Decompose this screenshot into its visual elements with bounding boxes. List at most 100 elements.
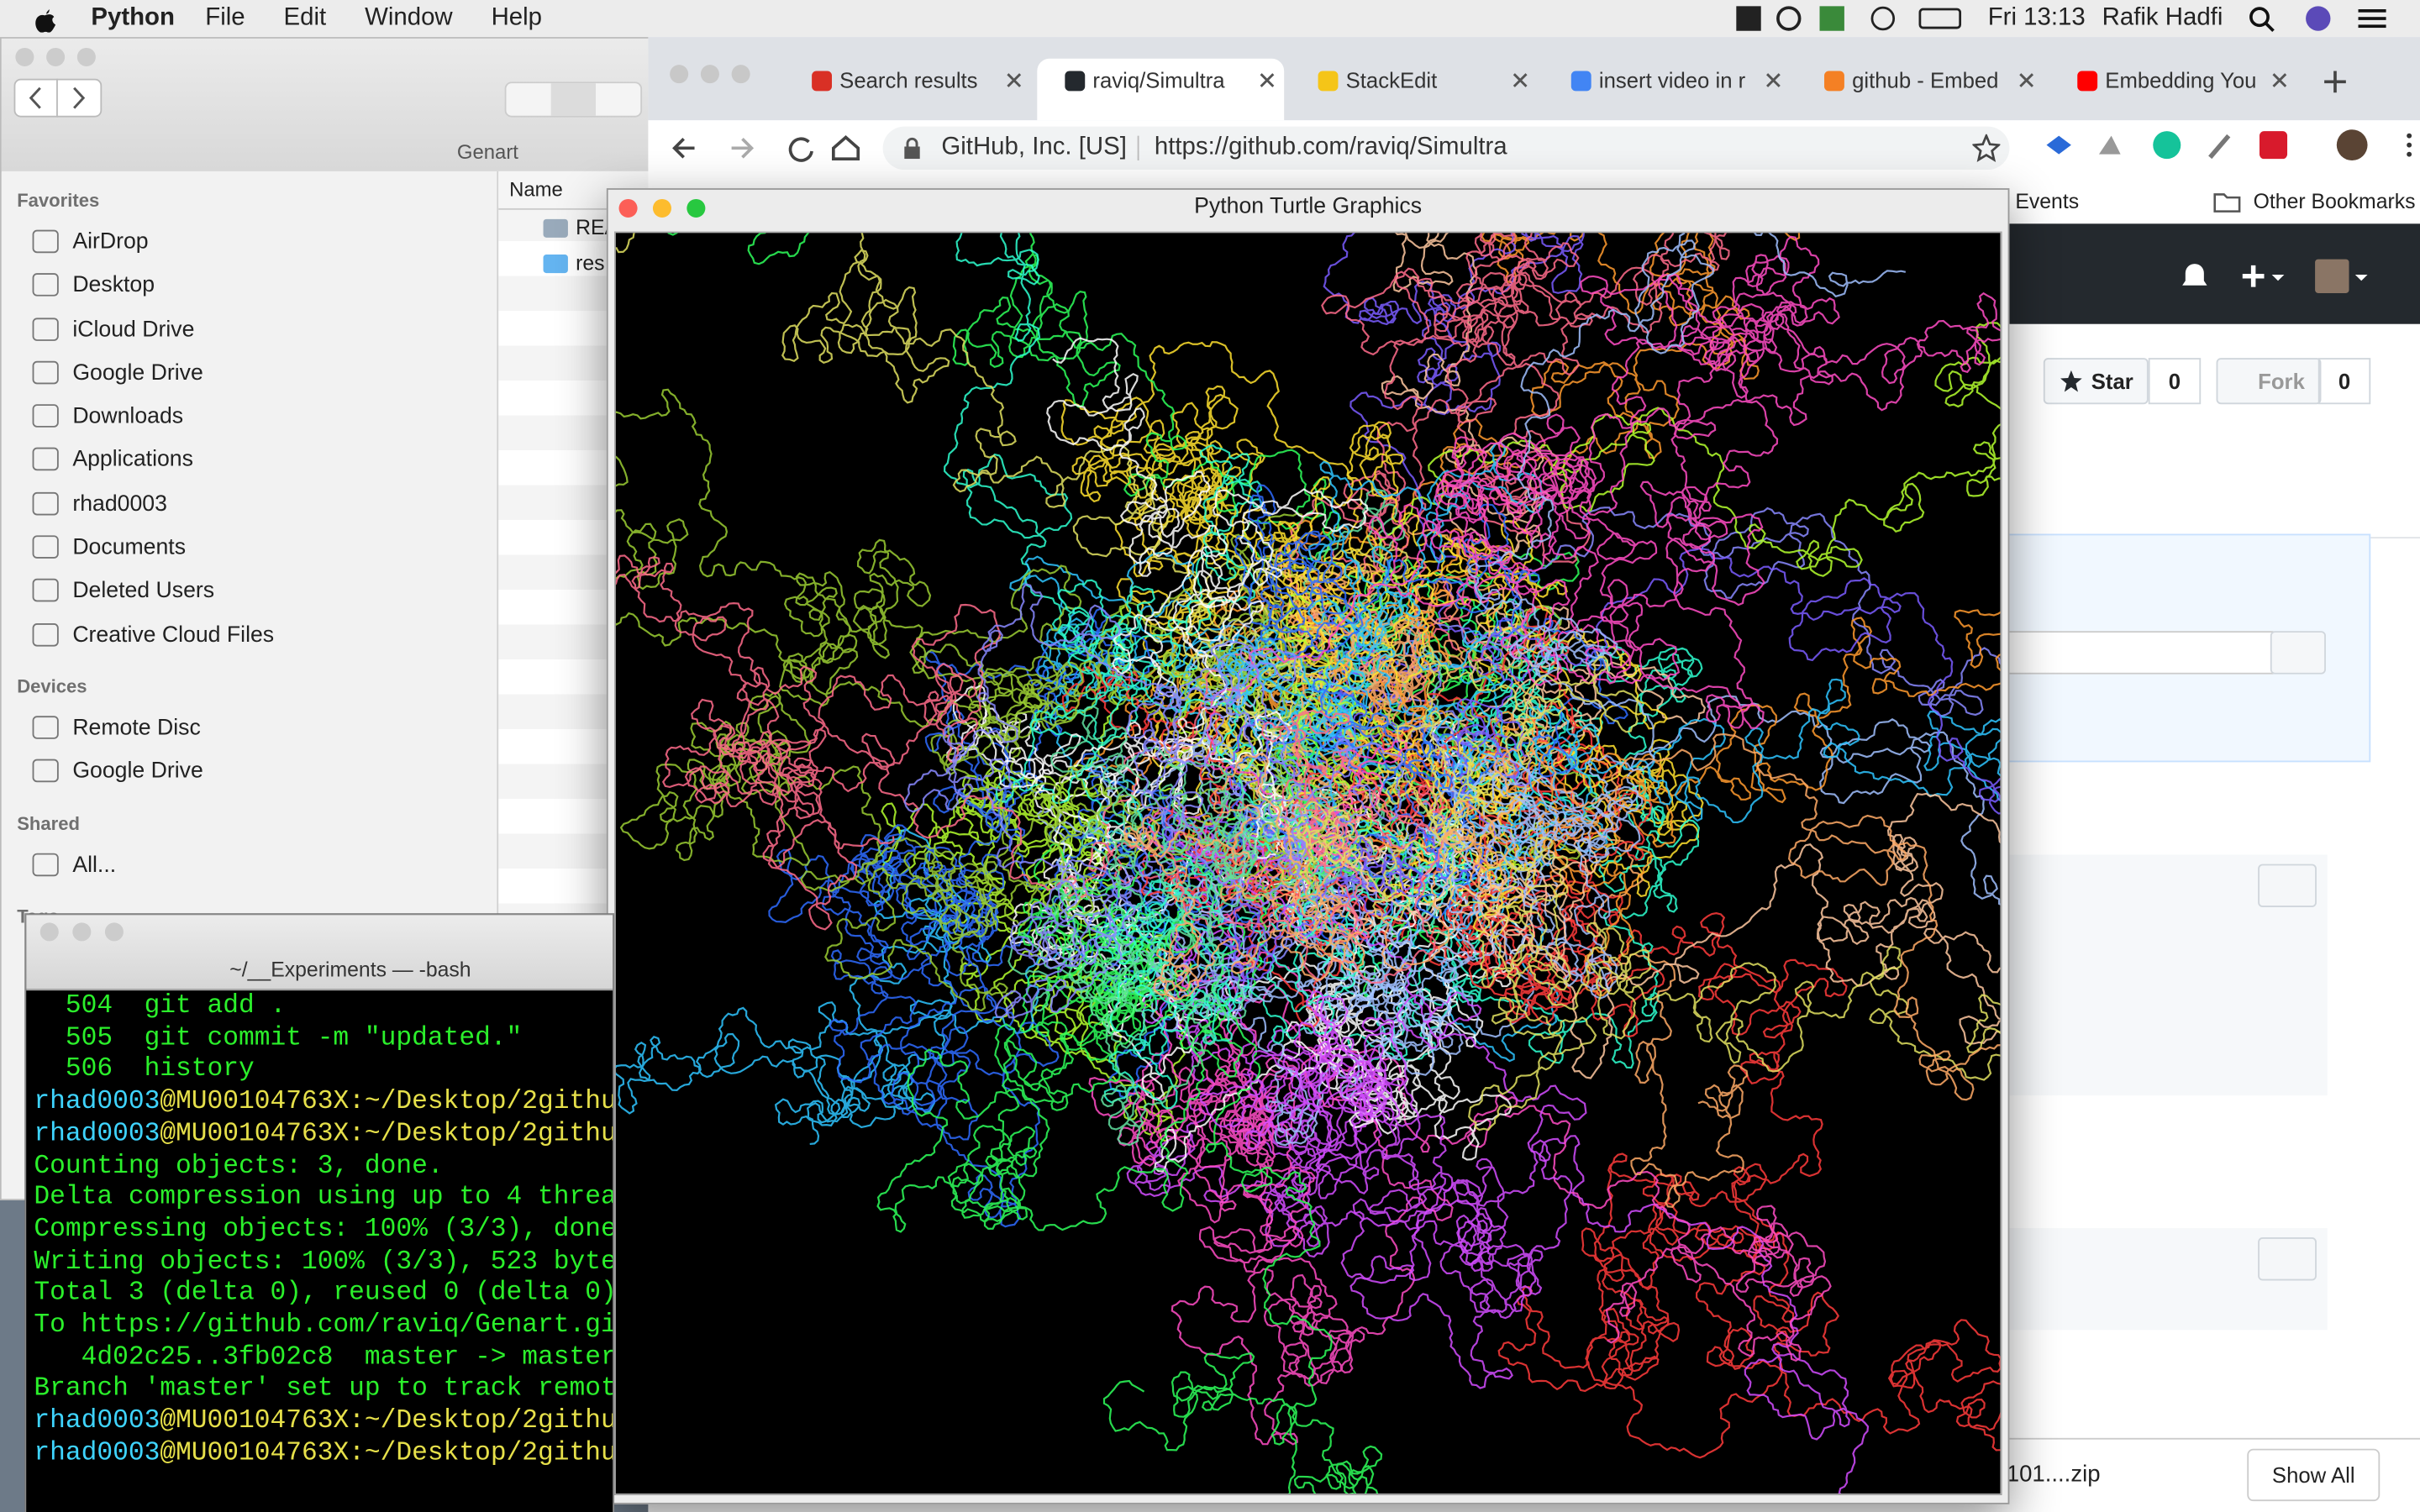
terminal-line: 504 git add . — [34, 992, 613, 1024]
turtle-window: Python Turtle Graphics — [606, 188, 2010, 1504]
tab[interactable]: StackEdit — [1291, 59, 1538, 120]
terminal-line: rhad0003@MU00104763X:~/Desktop/2github — [34, 1120, 613, 1152]
window-button[interactable] — [76, 47, 96, 66]
copy-button[interactable] — [2270, 631, 2326, 675]
sidebar-item[interactable]: iCloud Drive — [2, 308, 497, 352]
file-row[interactable]: res — [498, 246, 665, 281]
terminal-line: Counting objects: 3, done. — [34, 1152, 613, 1184]
window-button[interactable] — [731, 65, 750, 84]
nav-icons[interactable] — [666, 129, 882, 166]
github-header-icons[interactable] — [2176, 258, 2377, 295]
favicon — [812, 71, 833, 92]
site-identity: GitHub, Inc. [US] — [941, 134, 1127, 161]
fork-button[interactable]: Fork — [2216, 358, 2322, 405]
output-text: Branch 'master' set up to track remote — [34, 1375, 613, 1405]
tab-close[interactable] — [1260, 72, 1275, 87]
sidebar-item[interactable]: Google Drive — [2, 352, 497, 396]
prompt-user: rhad0003 — [34, 1088, 160, 1117]
bookmark-star[interactable] — [1972, 134, 2001, 162]
omnibox[interactable]: GitHub, Inc. [US] https://github.com/rav… — [882, 126, 2010, 171]
sidebar-icon — [32, 404, 59, 428]
window-button[interactable] — [72, 922, 92, 942]
window-button[interactable] — [46, 47, 66, 66]
tab[interactable]: insert video in r — [1544, 59, 1791, 120]
copy-button[interactable] — [2258, 1237, 2317, 1281]
app-name[interactable]: Python — [91, 4, 175, 31]
menu-extras — [2249, 6, 2386, 33]
sidebar-item[interactable]: Remote Disc — [2, 706, 497, 750]
tab[interactable]: raviq/Simultra — [1037, 58, 1285, 121]
view-buttons[interactable] — [504, 81, 644, 118]
window-button[interactable] — [39, 922, 59, 942]
nav-buttons[interactable] — [13, 78, 107, 119]
sidebar-item[interactable]: Google Drive — [2, 750, 497, 794]
star-count[interactable]: 0 — [2148, 358, 2202, 405]
sidebar-item[interactable]: Documents — [2, 526, 497, 570]
tab-close[interactable] — [2018, 72, 2034, 87]
tab-close[interactable] — [1512, 72, 1528, 87]
sidebar-icon — [32, 491, 59, 516]
sidebar-icon — [32, 273, 59, 297]
tab-close[interactable] — [2272, 72, 2287, 87]
extensions[interactable] — [2037, 127, 2420, 170]
prompt-path: @MU00104763X:~/Desktop/2github — [160, 1088, 613, 1117]
download-file[interactable]: 101....zip — [2006, 1461, 2101, 1488]
clone-url-field[interactable] — [2007, 631, 2274, 675]
zoom-button[interactable] — [687, 198, 706, 218]
random-walk — [1297, 528, 2001, 997]
star-label: Star — [2091, 368, 2133, 394]
window-button[interactable] — [15, 47, 34, 66]
menu-item[interactable]: Edit — [283, 4, 327, 31]
random-walk — [1088, 806, 1832, 1446]
tab[interactable]: Search results — [784, 59, 1031, 120]
menu-item[interactable]: File — [205, 4, 245, 31]
show-all-button[interactable]: Show All — [2247, 1448, 2381, 1502]
random-walk — [1123, 733, 2001, 1101]
tab-title: raviq/Simultra — [1092, 67, 1225, 93]
prompt-user: rhad0003 — [34, 1439, 160, 1469]
sidebar-heading: Shared — [17, 812, 80, 834]
tab-close[interactable] — [1007, 72, 1022, 87]
content-box — [2006, 1228, 2328, 1331]
tab[interactable]: github - Embed — [1797, 59, 2044, 120]
clock[interactable]: Fri 13:13 — [1987, 4, 2086, 31]
apple-icon — [35, 9, 56, 33]
lock-icon — [904, 137, 920, 160]
random-walk — [1188, 233, 1907, 1021]
random-walk — [1286, 808, 2001, 1459]
minimize-button[interactable] — [652, 198, 671, 218]
sidebar-item[interactable]: Applications — [2, 439, 497, 483]
tab[interactable]: Embedding You — [2049, 59, 2296, 120]
sidebar-item[interactable]: Creative Cloud Files — [2, 613, 497, 657]
tab-close[interactable] — [1765, 72, 1781, 87]
window-button[interactable] — [104, 922, 124, 942]
menu-item[interactable]: Window — [365, 4, 453, 31]
user-name[interactable]: Rafik Hadfi — [2102, 4, 2223, 31]
output-text: Compressing objects: 100% (3/3), done. — [34, 1215, 613, 1246]
url: https://github.com/raviq/Simultra — [1154, 134, 1507, 161]
sidebar-item[interactable]: All... — [2, 843, 497, 887]
favicon — [1570, 71, 1591, 92]
terminal-line: Total 3 (delta 0), reused 0 (delta 0) — [34, 1279, 613, 1311]
sidebar-item[interactable]: Deleted Users — [2, 570, 497, 613]
copy-button[interactable] — [2258, 864, 2317, 908]
sidebar-item[interactable]: Desktop — [2, 265, 497, 308]
sidebar-item[interactable]: rhad0003 — [2, 482, 497, 526]
sidebar-icon — [32, 579, 59, 603]
star-button[interactable]: Star — [2043, 358, 2149, 405]
window-button[interactable] — [700, 65, 719, 84]
finder-toolbar: Genart — [1, 38, 666, 173]
bookmark[interactable]: Other Bookmarks — [2253, 189, 2416, 213]
new-tab-button[interactable] — [2321, 68, 2349, 96]
output-text: Writing objects: 100% (3/3), 523 bytes — [34, 1247, 613, 1278]
menu-item[interactable]: Help — [491, 4, 543, 31]
close-button[interactable] — [618, 198, 638, 218]
sidebar-item[interactable]: AirDrop — [2, 221, 497, 265]
window-button[interactable] — [670, 65, 689, 84]
random-walk — [1039, 706, 1341, 1147]
sidebar-item[interactable]: Downloads — [2, 396, 497, 439]
terminal-output: 504 git add . 505 git commit -m "updated… — [34, 992, 613, 1512]
terminal-line: rhad0003@MU00104763X:~/Desktop/2github — [34, 1439, 613, 1471]
fork-count[interactable]: 0 — [2317, 358, 2371, 405]
